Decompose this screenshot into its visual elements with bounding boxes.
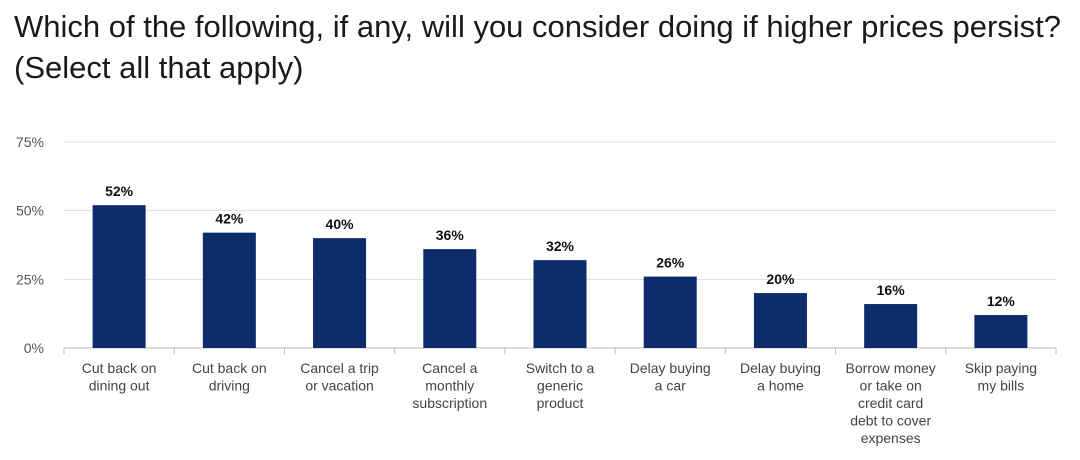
category-label: Delay buying a home: [740, 360, 821, 394]
category-label: Cut back on driving: [192, 360, 267, 394]
y-tick-label: 50%: [16, 203, 44, 219]
category-label: Cancel a monthly subscription: [412, 360, 487, 411]
category-label: Borrow money or take on credit card debt to…: [846, 360, 936, 446]
y-tick-label: 25%: [16, 271, 44, 287]
bar-value-label: 12%: [987, 293, 1016, 309]
bar: [864, 304, 918, 348]
category-label: Cut back on dining out: [82, 360, 157, 394]
bar: [423, 249, 477, 348]
bar: [643, 276, 697, 348]
category-label: Switch to a generic product: [526, 360, 595, 411]
bar: [313, 238, 367, 348]
y-tick-label: 75%: [16, 134, 44, 150]
bar: [533, 260, 587, 348]
category-label: Cancel a trip or vacation: [300, 360, 379, 394]
category-label: Skip paying my bills: [965, 360, 1037, 394]
bar: [974, 315, 1028, 348]
bar: [202, 232, 256, 348]
bar-value-label: 52%: [105, 183, 134, 199]
bar-value-label: 32%: [546, 238, 575, 254]
bar-value-label: 40%: [326, 216, 355, 232]
bar: [92, 205, 146, 348]
y-tick-label: 0%: [24, 340, 44, 356]
chart-title: Which of the following, if any, will you…: [14, 9, 1062, 85]
bar-value-label: 36%: [436, 227, 465, 243]
bar: [753, 293, 807, 348]
category-label: Delay buying a car: [630, 360, 711, 394]
bar-value-label: 26%: [656, 255, 685, 271]
bar-value-label: 16%: [877, 282, 906, 298]
bar-value-label: 42%: [215, 211, 244, 227]
bar-value-label: 20%: [766, 271, 795, 287]
